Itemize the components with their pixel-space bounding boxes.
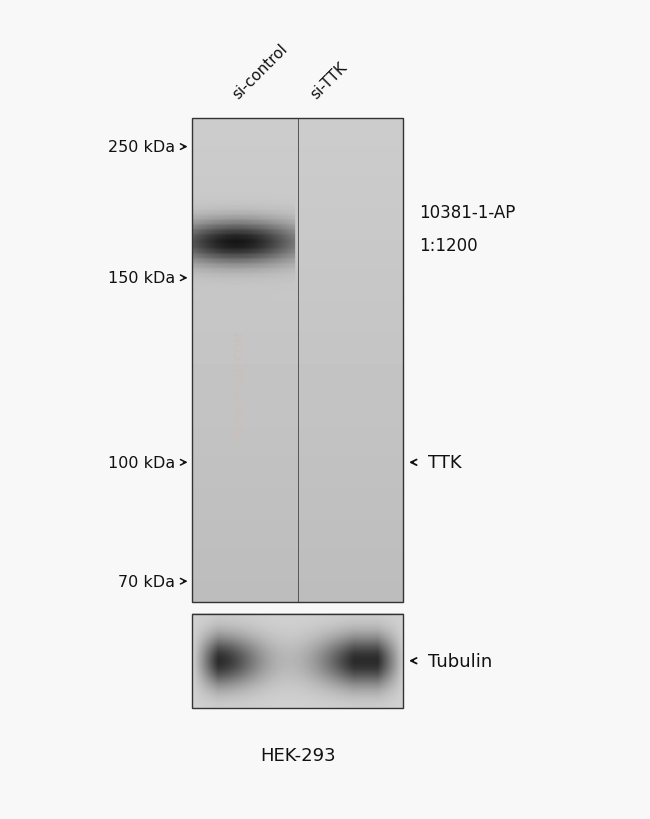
Text: 70 kDa: 70 kDa (118, 574, 176, 589)
Text: 10381-1-AP: 10381-1-AP (419, 204, 515, 222)
Text: 150 kDa: 150 kDa (109, 271, 176, 286)
Text: 100 kDa: 100 kDa (109, 455, 176, 470)
Bar (192, 614, 403, 708)
Text: 250 kDa: 250 kDa (109, 140, 176, 155)
Text: WWW.PTGAB.COM: WWW.PTGAB.COM (234, 331, 247, 439)
Text: si-control: si-control (230, 42, 291, 102)
Text: TTK: TTK (428, 454, 462, 472)
Text: 1:1200: 1:1200 (419, 237, 478, 255)
Bar (192, 119, 403, 602)
Text: si-TTK: si-TTK (308, 60, 350, 102)
Text: HEK-293: HEK-293 (260, 746, 335, 764)
Text: Tubulin: Tubulin (428, 652, 492, 670)
